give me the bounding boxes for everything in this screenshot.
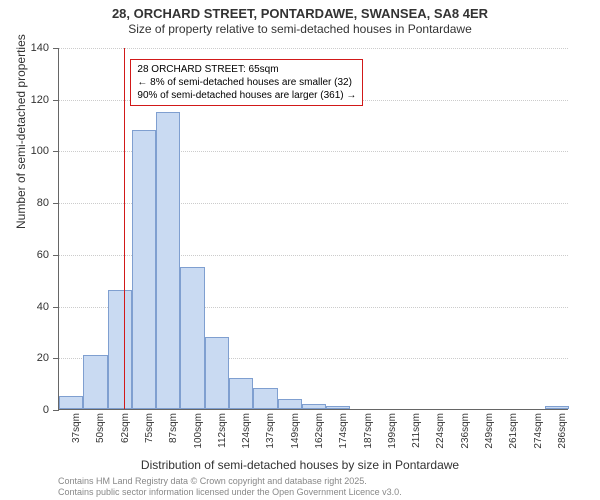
x-tick-label: 286sqm (557, 413, 568, 449)
y-tick-label: 60 (37, 249, 49, 261)
y-tick (53, 410, 59, 411)
histogram-bar (108, 290, 132, 409)
y-tick-label: 80 (37, 197, 49, 209)
gridline (59, 48, 568, 49)
x-tick-label: 62sqm (120, 413, 131, 443)
page-subtitle: Size of property relative to semi-detach… (0, 22, 600, 37)
x-tick-label: 37sqm (71, 413, 82, 443)
x-tick-label: 50sqm (95, 413, 106, 443)
histogram-bar (326, 406, 350, 409)
x-tick-label: 112sqm (217, 413, 228, 448)
y-tick (53, 203, 59, 204)
y-tick-label: 120 (31, 94, 49, 106)
x-tick-label: 75sqm (144, 413, 155, 443)
page-title: 28, ORCHARD STREET, PONTARDAWE, SWANSEA,… (0, 6, 600, 22)
x-tick-label: 249sqm (484, 413, 495, 449)
x-tick-label: 100sqm (193, 413, 204, 449)
y-tick-label: 100 (31, 145, 49, 157)
annotation-line: 90% of semi-detached houses are larger (… (137, 89, 356, 102)
x-tick-label: 187sqm (363, 413, 374, 449)
x-tick-label: 149sqm (290, 413, 301, 449)
property-marker-line (124, 48, 125, 409)
x-tick-label: 199sqm (387, 413, 398, 449)
x-tick-label: 137sqm (265, 413, 276, 449)
y-tick (53, 100, 59, 101)
attribution-footer: Contains HM Land Registry data © Crown c… (58, 476, 402, 498)
annotation-callout: 28 ORCHARD STREET: 65sqm← 8% of semi-det… (130, 59, 363, 106)
y-tick (53, 48, 59, 49)
histogram-bar (59, 396, 83, 409)
x-tick-label: 124sqm (241, 413, 252, 449)
x-tick-label: 274sqm (533, 413, 544, 449)
histogram-bar (278, 399, 302, 409)
x-tick-label: 162sqm (314, 413, 325, 449)
annotation-line: 28 ORCHARD STREET: 65sqm (137, 63, 356, 76)
footer-line: Contains HM Land Registry data © Crown c… (58, 476, 402, 487)
histogram-bar (132, 130, 156, 409)
x-tick-label: 174sqm (338, 413, 349, 449)
histogram-chart: 02040608010012014037sqm50sqm62sqm75sqm87… (58, 48, 568, 410)
histogram-bar (83, 355, 107, 409)
y-tick-label: 40 (37, 301, 49, 313)
x-axis-label: Distribution of semi-detached houses by … (0, 458, 600, 472)
x-tick-label: 261sqm (508, 413, 519, 449)
y-tick-label: 20 (37, 352, 49, 364)
annotation-line: ← 8% of semi-detached houses are smaller… (137, 76, 356, 89)
y-axis-label: Number of semi-detached properties (14, 34, 28, 229)
histogram-bar (156, 112, 180, 409)
histogram-bar (229, 378, 253, 409)
y-tick-label: 0 (43, 404, 49, 416)
plot-region: 02040608010012014037sqm50sqm62sqm75sqm87… (58, 48, 568, 410)
histogram-bar (205, 337, 229, 409)
histogram-bar (253, 388, 277, 409)
histogram-bar (545, 406, 569, 409)
y-tick (53, 255, 59, 256)
y-tick (53, 151, 59, 152)
footer-line: Contains public sector information licen… (58, 487, 402, 498)
x-tick-label: 224sqm (435, 413, 446, 449)
y-tick (53, 358, 59, 359)
x-tick-label: 211sqm (411, 413, 422, 448)
x-tick-label: 236sqm (460, 413, 471, 449)
y-tick-label: 140 (31, 42, 49, 54)
y-tick (53, 307, 59, 308)
histogram-bar (302, 404, 326, 409)
histogram-bar (180, 267, 204, 409)
x-tick-label: 87sqm (168, 413, 179, 443)
